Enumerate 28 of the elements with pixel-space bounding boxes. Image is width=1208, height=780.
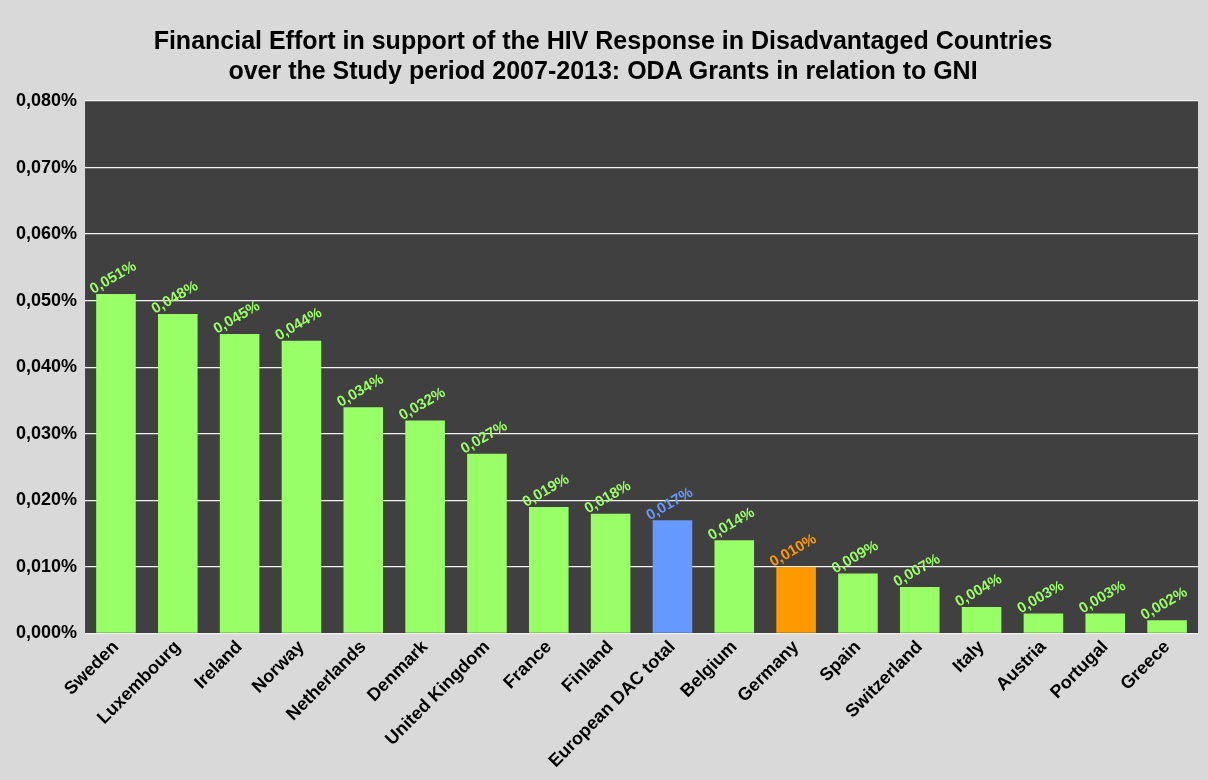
bar bbox=[158, 314, 198, 633]
bar bbox=[467, 453, 507, 633]
y-tick-label: 0,020% bbox=[15, 489, 78, 510]
bar bbox=[714, 540, 755, 633]
y-tick-label: 0,010% bbox=[15, 555, 78, 576]
bar bbox=[219, 333, 260, 633]
bar bbox=[528, 507, 569, 633]
y-tick-label: 0,070% bbox=[15, 156, 78, 177]
y-tick-label: 0,050% bbox=[15, 289, 78, 310]
y-tick-label: 0,040% bbox=[15, 356, 78, 377]
chart-title: Financial Effort in support of the HIV Response in Disadvantaged Countries over the Study period 2007-2013: ODA Grants in relation to GNI bbox=[153, 25, 1053, 84]
bar bbox=[1147, 620, 1187, 633]
y-tick-label: 0,060% bbox=[15, 223, 78, 244]
y-tick-label: 0,080% bbox=[15, 89, 78, 110]
bar bbox=[776, 566, 816, 633]
bar bbox=[1085, 613, 1126, 633]
bar bbox=[838, 573, 878, 633]
bar bbox=[652, 520, 693, 633]
bar bbox=[1023, 613, 1064, 633]
bar bbox=[281, 340, 322, 633]
bar bbox=[343, 407, 384, 633]
y-tick-label: 0,000% bbox=[15, 622, 78, 643]
y-tick-label: 0,030% bbox=[15, 422, 78, 443]
bar bbox=[590, 513, 631, 633]
bar bbox=[405, 420, 445, 633]
bar bbox=[961, 606, 1002, 633]
bar bbox=[899, 586, 940, 633]
bar bbox=[96, 294, 136, 633]
